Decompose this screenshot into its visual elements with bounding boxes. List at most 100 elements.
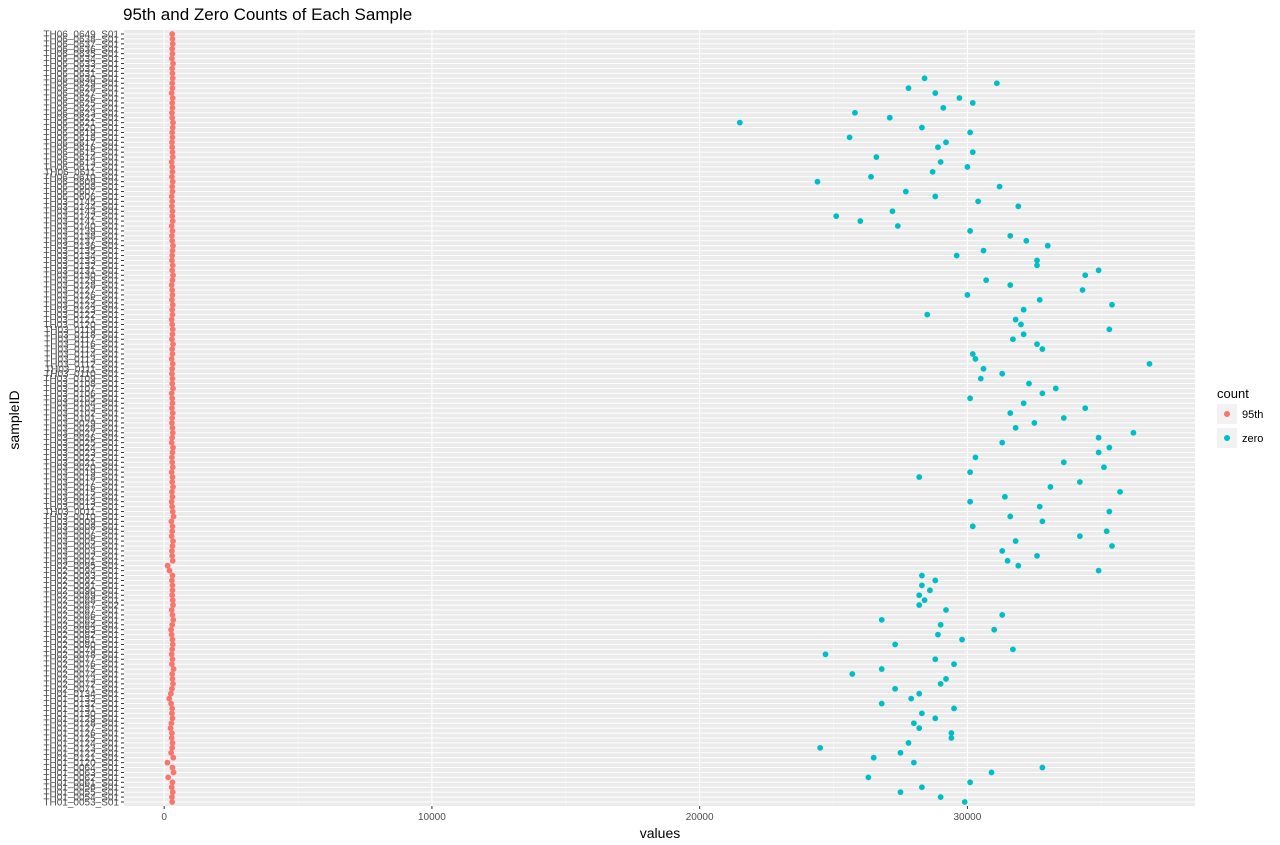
y-tick-label: TH03_0108_S01 xyxy=(43,379,119,390)
y-tick-label: TH06_0613_S01 xyxy=(43,158,119,169)
data-point xyxy=(894,223,901,229)
data-point xyxy=(1095,567,1102,574)
data-point xyxy=(168,720,175,727)
data-point xyxy=(169,198,176,205)
data-point xyxy=(1109,301,1115,308)
data-point xyxy=(170,119,176,126)
y-tick-label: TH03_0002_S01 xyxy=(43,551,119,562)
y-tick-label: TH03_0140_S01 xyxy=(43,222,119,233)
y-tick-label: TH06_0637_S01 xyxy=(43,39,119,50)
data-point xyxy=(969,351,976,357)
data-point xyxy=(169,488,175,495)
y-tick-label: TH03_0028_S01 xyxy=(43,423,119,434)
data-point xyxy=(1023,237,1030,244)
y-tick-label: TH02_0093_S01 xyxy=(43,571,119,582)
data-point xyxy=(951,705,957,712)
data-point xyxy=(943,676,949,682)
y-tick-label: TH03_0130_S01 xyxy=(43,271,119,282)
y-tick-label: TH06_0638_S01 xyxy=(43,34,119,45)
y-tick-label: TH03_0001_S01 xyxy=(43,556,119,567)
y-tick-label: TH06_0649_S01 xyxy=(43,30,119,41)
data-point xyxy=(1117,488,1123,495)
data-point xyxy=(916,592,923,599)
data-point xyxy=(170,666,177,672)
data-point xyxy=(910,759,917,766)
y-tick-label: TH03_0029_S01 xyxy=(43,418,119,429)
data-point xyxy=(993,80,1000,87)
data-point xyxy=(1036,296,1043,303)
y-tick-label: TH03_0122_S01 xyxy=(43,310,119,321)
y-tick-label: TH03_0144_S01 xyxy=(43,202,119,213)
data-point xyxy=(169,208,176,215)
y-tick-label: TH06_0606_S01 xyxy=(43,192,119,203)
y-tick-label: TH03_0127_S01 xyxy=(43,286,119,297)
y-tick-label: TH06_0635_S01 xyxy=(43,49,119,60)
data-point xyxy=(1103,528,1110,535)
data-point xyxy=(168,533,175,540)
data-point xyxy=(999,439,1006,446)
x-axis: 0 10000 20000 30000 xyxy=(161,806,982,823)
y-tick-label: TH02_0089_S01 xyxy=(43,591,119,602)
data-point xyxy=(967,779,973,786)
data-point xyxy=(1060,415,1067,421)
legend-item-zero: zero xyxy=(1217,428,1263,448)
data-point xyxy=(967,498,973,505)
data-point xyxy=(169,360,176,367)
data-point xyxy=(878,616,885,623)
y-tick-label: TH02_0075_S01 xyxy=(43,665,119,676)
data-point xyxy=(964,164,971,170)
data-point xyxy=(169,710,175,717)
data-point xyxy=(169,306,176,313)
data-point xyxy=(169,429,176,436)
data-point xyxy=(169,36,176,42)
data-point xyxy=(1015,562,1022,569)
y-tick-label: TH03_0019_S01 xyxy=(43,468,119,479)
data-point xyxy=(967,129,973,136)
data-point xyxy=(169,380,176,387)
x-axis-title: values xyxy=(640,825,680,841)
y-tick-label: TH03_0014_S01 xyxy=(43,492,119,503)
y-tick-label: TH03_0120_S01 xyxy=(43,320,119,331)
data-point xyxy=(1012,538,1019,544)
data-point xyxy=(1095,434,1102,441)
data-point xyxy=(169,685,175,692)
y-tick-label: TH03_0102_S01 xyxy=(43,409,119,420)
data-point xyxy=(1076,533,1083,540)
y-tick-label: TH06_0632_S01 xyxy=(43,64,119,75)
data-point xyxy=(170,616,177,623)
data-point xyxy=(1031,420,1038,426)
data-point xyxy=(168,159,175,165)
y-tick-label: TH03_0141_S01 xyxy=(43,217,119,228)
data-point xyxy=(918,710,925,717)
y-tick-label: TH02_0078_S01 xyxy=(43,650,119,661)
data-point xyxy=(169,592,176,599)
data-point xyxy=(168,607,175,613)
data-point xyxy=(918,124,925,131)
data-point xyxy=(169,548,175,554)
data-point xyxy=(980,247,987,254)
data-point xyxy=(1012,424,1019,431)
y-tick-label: TH06_0628_S01 xyxy=(43,84,119,95)
data-point xyxy=(1082,405,1089,412)
y-tick-label: TH03_0022_S01 xyxy=(43,453,119,464)
data-point xyxy=(169,129,176,136)
data-point xyxy=(169,168,176,175)
data-point xyxy=(169,799,176,805)
y-tick-label: TH03_0006_S01 xyxy=(43,532,119,543)
data-point xyxy=(167,690,174,697)
data-point xyxy=(169,55,175,62)
y-tick-label: TH03_0003_S01 xyxy=(43,546,119,557)
data-point xyxy=(897,749,904,756)
data-point xyxy=(169,572,176,579)
y-tick-label: TH06_0610_S01 xyxy=(43,172,119,183)
y-tick-label: TH03_0105_S01 xyxy=(43,394,119,405)
data-point xyxy=(169,45,176,52)
y-tick-label: TH03_0013_S01 xyxy=(43,497,119,508)
data-point xyxy=(169,779,176,786)
y-tick-label: TH03_0020_S01 xyxy=(43,463,119,474)
data-point xyxy=(169,228,176,234)
x-tick-label: 20000 xyxy=(686,812,714,823)
data-point xyxy=(169,144,176,151)
data-point xyxy=(169,400,176,407)
data-point xyxy=(169,656,176,663)
